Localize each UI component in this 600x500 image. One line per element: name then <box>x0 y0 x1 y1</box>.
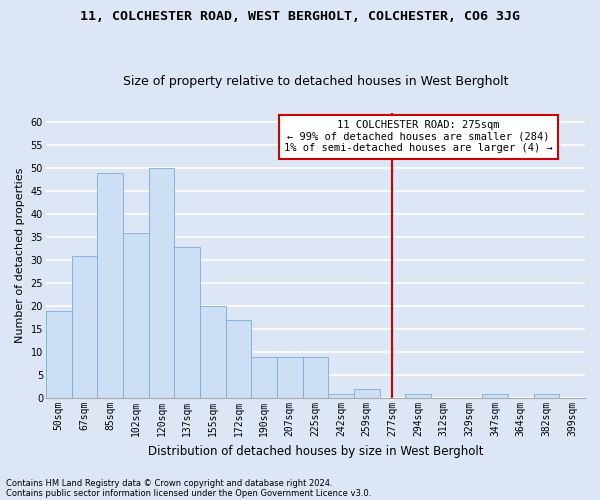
Bar <box>354 389 380 398</box>
Bar <box>123 232 149 398</box>
Bar <box>302 357 328 398</box>
Bar <box>533 394 559 398</box>
Bar <box>46 311 71 398</box>
Title: Size of property relative to detached houses in West Bergholt: Size of property relative to detached ho… <box>122 76 508 88</box>
Bar <box>405 394 431 398</box>
Bar <box>71 256 97 398</box>
Bar <box>226 320 251 398</box>
Text: Contains HM Land Registry data © Crown copyright and database right 2024.: Contains HM Land Registry data © Crown c… <box>6 478 332 488</box>
Y-axis label: Number of detached properties: Number of detached properties <box>15 168 25 344</box>
Bar <box>200 306 226 398</box>
X-axis label: Distribution of detached houses by size in West Bergholt: Distribution of detached houses by size … <box>148 444 483 458</box>
Text: 11 COLCHESTER ROAD: 275sqm
← 99% of detached houses are smaller (284)
1% of semi: 11 COLCHESTER ROAD: 275sqm ← 99% of deta… <box>284 120 553 154</box>
Bar <box>97 173 123 398</box>
Bar <box>174 246 200 398</box>
Bar <box>328 394 354 398</box>
Bar <box>149 168 174 398</box>
Bar <box>482 394 508 398</box>
Text: Contains public sector information licensed under the Open Government Licence v3: Contains public sector information licen… <box>6 488 371 498</box>
Bar <box>251 357 277 398</box>
Text: 11, COLCHESTER ROAD, WEST BERGHOLT, COLCHESTER, CO6 3JG: 11, COLCHESTER ROAD, WEST BERGHOLT, COLC… <box>80 10 520 23</box>
Bar <box>277 357 302 398</box>
